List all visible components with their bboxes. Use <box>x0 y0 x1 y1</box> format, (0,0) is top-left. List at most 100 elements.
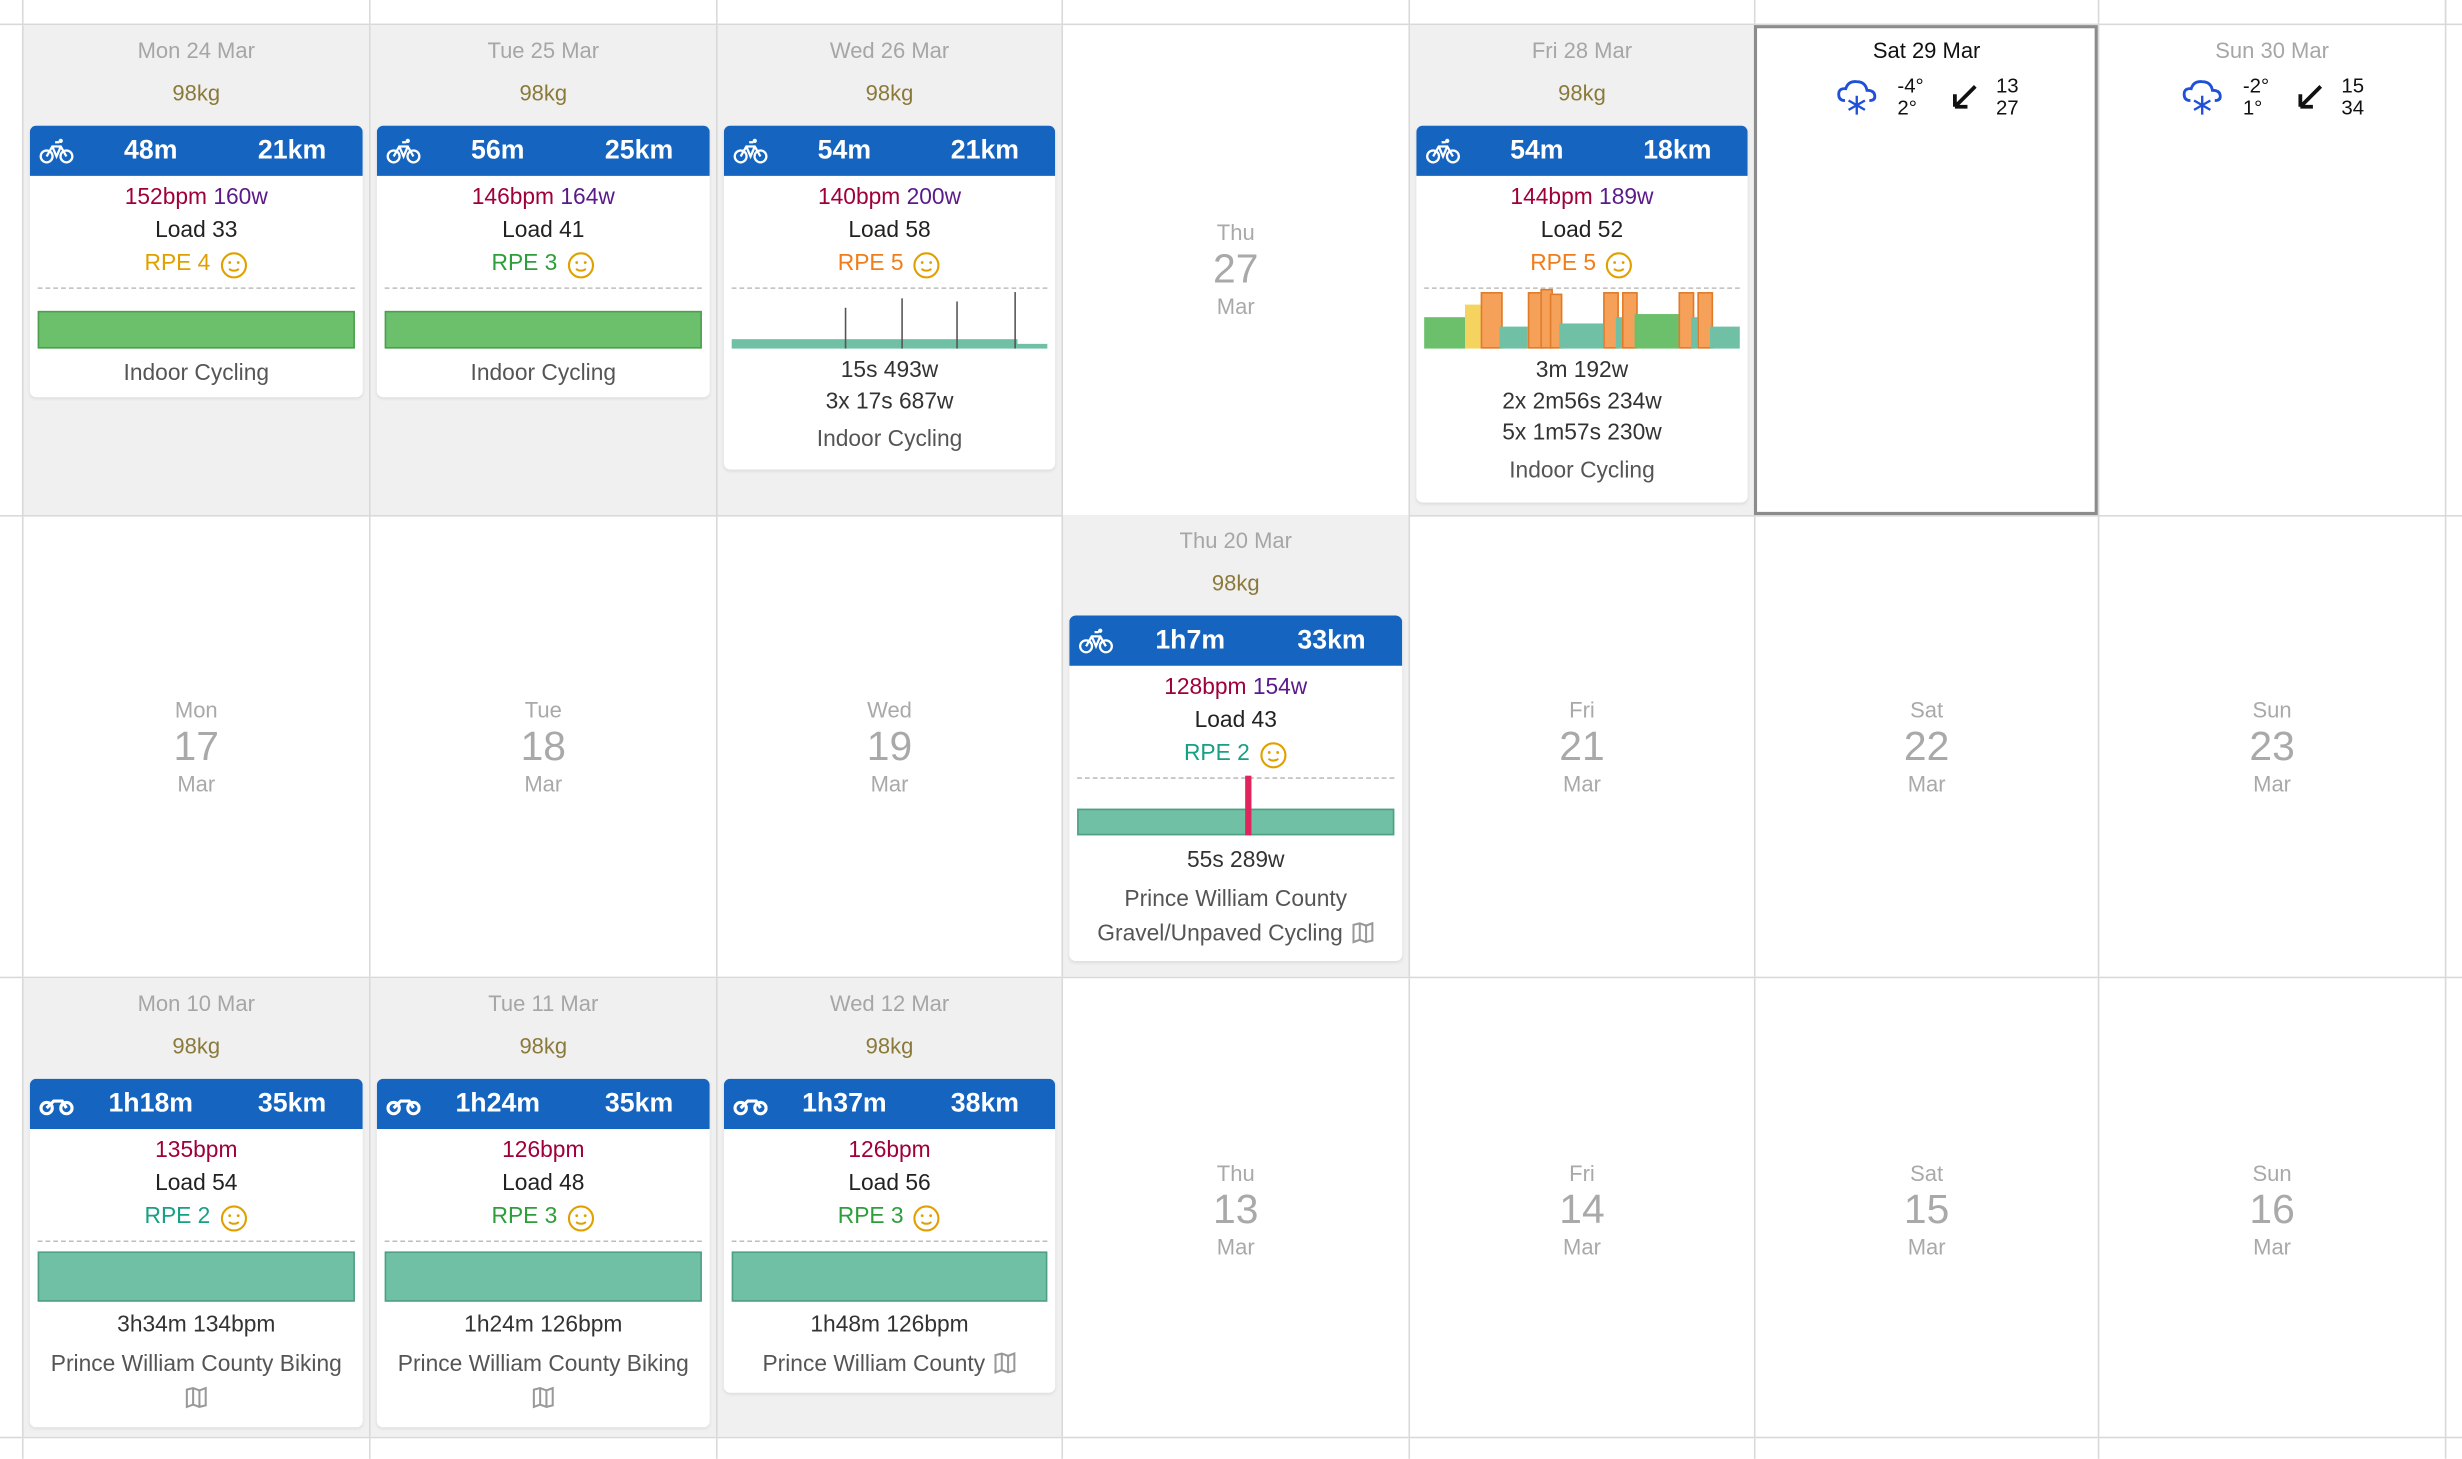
day-cell-sun-23[interactable]: Sun 23 Mar <box>2097 515 2445 977</box>
day-cell-fri-28[interactable]: Fri 28 Mar 98kg 54m 18km 144bpm 189w Loa… <box>1408 25 1754 516</box>
activity-card[interactable]: 1h18m 35km 135bpm Load 54 RPE 2 3h34m 13… <box>29 1078 363 1428</box>
day-cell-wed-12[interactable]: Wed 12 Mar 98kg 1h37m 38km 126bpm Load 5… <box>716 978 1062 1437</box>
heart-rate: 146bpm <box>471 185 555 211</box>
snow-cloud-icon <box>1835 77 1882 118</box>
heart-rate: 144bpm <box>1510 185 1593 211</box>
day-cell-tue-18[interactable]: Tue 18 Mar <box>368 515 716 977</box>
weight-value: 98kg <box>172 1033 221 1059</box>
week-row: Mon 24 Mar 98kg 48m 21km 152bpm 160w Loa… <box>0 23 2462 517</box>
day-cell-thu-27[interactable]: Thu 27 Mar <box>1061 25 1408 516</box>
activity-header: 48m 21km <box>29 125 363 176</box>
date-label: Wed 19 Mar <box>718 697 1062 797</box>
day-cell-sun-30[interactable]: Sun 30 Mar -2° 1° 15 34 <box>2097 25 2445 516</box>
day-cell-partial[interactable] <box>716 1438 1061 1459</box>
day-of-week: Fri <box>1569 697 1595 723</box>
wind-gust: 34 <box>2341 95 2365 120</box>
day-cell-partial[interactable] <box>1061 1438 1408 1459</box>
activity-duration: 56m <box>471 135 525 165</box>
map-icon[interactable] <box>995 1352 1017 1374</box>
date-label: Mon 17 Mar <box>24 697 369 797</box>
day-cell-sat-22[interactable]: Sat 22 Mar <box>1753 515 2098 977</box>
activity-type: Indoor Cycling <box>816 427 963 453</box>
day-cell-sat-29-today[interactable]: Sat 29 Mar -4° 2° 13 27 <box>1753 25 2098 516</box>
day-of-week: Thu <box>1216 1160 1255 1186</box>
day-cell-wed-26[interactable]: Wed 26 Mar 98kg 54m 21km 140bpm 200w Loa… <box>716 25 1062 516</box>
day-cell-tue-25[interactable]: Tue 25 Mar 98kg 56m 25km 146bpm 164w Loa… <box>368 25 717 516</box>
activity-card[interactable]: 1h24m 35km 126bpm Load 48 RPE 3 1h24m 12… <box>376 1078 710 1428</box>
activity-card[interactable]: 54m 21km 140bpm 200w Load 58 RPE 5 15s 4… <box>723 125 1056 470</box>
zone-bar <box>1691 317 1698 349</box>
power-zone-chart <box>1077 775 1395 836</box>
power-spike <box>901 298 903 349</box>
map-icon[interactable] <box>1352 922 1374 944</box>
day-cell-sun-16[interactable]: Sun 16 Mar <box>2097 978 2445 1437</box>
activity-card[interactable]: 48m 21km 152bpm 160w Load 33 RPE 4 Indoo… <box>29 125 363 398</box>
activity-duration: 54m <box>1510 135 1564 165</box>
bike-icon <box>1426 137 1461 165</box>
activity-header: 54m 21km <box>723 125 1056 176</box>
activity-header: 1h18m 35km <box>29 1078 363 1129</box>
power-zone-chart <box>731 287 1048 349</box>
day-cell-partial[interactable] <box>1753 1438 2098 1459</box>
day-cell-sat-15[interactable]: Sat 15 Mar <box>1753 978 2098 1437</box>
day-cell-wed-19[interactable]: Wed 19 Mar <box>716 515 1061 977</box>
month-label: Mar <box>1563 770 1601 797</box>
week-row-partial <box>0 1438 2462 1459</box>
day-cell-mon-24[interactable]: Mon 24 Mar 98kg 48m 21km 152bpm 160w Loa… <box>21 25 369 516</box>
activity-card[interactable]: 1h7m 33km 128bpm 154w Load 43 RPE 2 55s … <box>1069 615 1403 961</box>
month-label: Mar <box>1907 1234 1946 1260</box>
day-cell-thu-20[interactable]: Thu 20 Mar 98kg 1h7m 33km 128bpm 154w Lo… <box>1061 515 1409 977</box>
activity-card[interactable]: 56m 25km 146bpm 164w Load 41 RPE 3 Indoo… <box>376 125 710 398</box>
day-cell-partial[interactable] <box>21 1438 369 1459</box>
activity-card[interactable]: 54m 18km 144bpm 189w Load 52 RPE 5 <box>1416 125 1748 503</box>
zone-bar <box>37 1251 355 1302</box>
date-label: Sun 23 Mar <box>2099 697 2444 797</box>
day-cell-partial[interactable] <box>1408 1438 1753 1459</box>
temperature-range: -2° 1° <box>2243 75 2269 119</box>
activity-type: Indoor Cycling <box>470 361 617 387</box>
power-spike <box>1014 292 1016 349</box>
heart-rate: 126bpm <box>502 1138 585 1164</box>
month-label: Mar <box>1907 770 1946 797</box>
activity-type: Gravel/Unpaved Cycling <box>1069 917 1402 952</box>
date-label: Thu 13 Mar <box>1063 1160 1408 1260</box>
day-header: Wed 12 Mar <box>829 990 950 1016</box>
activity-distance: 35km <box>604 1088 674 1118</box>
day-number: 21 <box>1559 722 1605 770</box>
day-cell-fri-21[interactable]: Fri 21 Mar <box>1408 515 1753 977</box>
activity-location: Prince William County <box>724 1347 1055 1382</box>
day-cell-fri-14[interactable]: Fri 14 Mar <box>1408 978 1753 1437</box>
day-cell-partial[interactable] <box>368 1438 716 1459</box>
zone-bar <box>384 1251 702 1302</box>
wind-arrow-icon <box>1949 82 1980 113</box>
load-value: Load 48 <box>502 1171 585 1197</box>
week-row: Mon 17 Mar Tue 18 Mar Wed 19 Mar Thu 20 … <box>0 515 2462 979</box>
month-label: Mar <box>870 770 909 797</box>
day-number: 22 <box>1903 722 1950 770</box>
wind-gust: 27 <box>1995 95 2019 120</box>
day-number: 15 <box>1903 1185 1950 1233</box>
day-cell-partial[interactable] <box>2097 1438 2445 1459</box>
day-cell-thu-13[interactable]: Thu 13 Mar <box>1061 978 1408 1437</box>
day-header: Sat 29 Mar <box>1872 37 1981 63</box>
activity-distance: 38km <box>950 1088 1020 1118</box>
zone-bar <box>1697 292 1714 349</box>
activity-card[interactable]: 1h37m 38km 126bpm Load 56 RPE 3 1h48m 12… <box>723 1078 1056 1393</box>
map-icon[interactable] <box>532 1386 554 1408</box>
day-header: Mon 24 Mar <box>137 37 255 63</box>
day-cell-tue-11[interactable]: Tue 11 Mar 98kg 1h24m 35km 126bpm Load 4… <box>368 978 717 1437</box>
weight-value: 98kg <box>865 80 914 106</box>
rpe-value: RPE 4 <box>144 251 211 277</box>
rpe-value: RPE 5 <box>837 251 904 277</box>
interval-summary: 15s 493w <box>840 358 939 384</box>
zone-bar <box>1615 317 1623 349</box>
rpe-value: RPE 3 <box>837 1204 904 1230</box>
zone-bar <box>1709 326 1740 349</box>
smiley-icon <box>913 250 941 278</box>
day-cell-mon-17[interactable]: Mon 17 Mar <box>21 515 369 977</box>
activity-type-label: Gravel/Unpaved Cycling <box>1097 921 1343 947</box>
map-icon[interactable] <box>185 1386 207 1408</box>
activity-header: 1h37m 38km <box>723 1078 1056 1129</box>
day-cell-mon-10[interactable]: Mon 10 Mar 98kg 1h18m 35km 135bpm Load 5… <box>21 978 369 1437</box>
weight-value: 98kg <box>1558 80 1606 106</box>
